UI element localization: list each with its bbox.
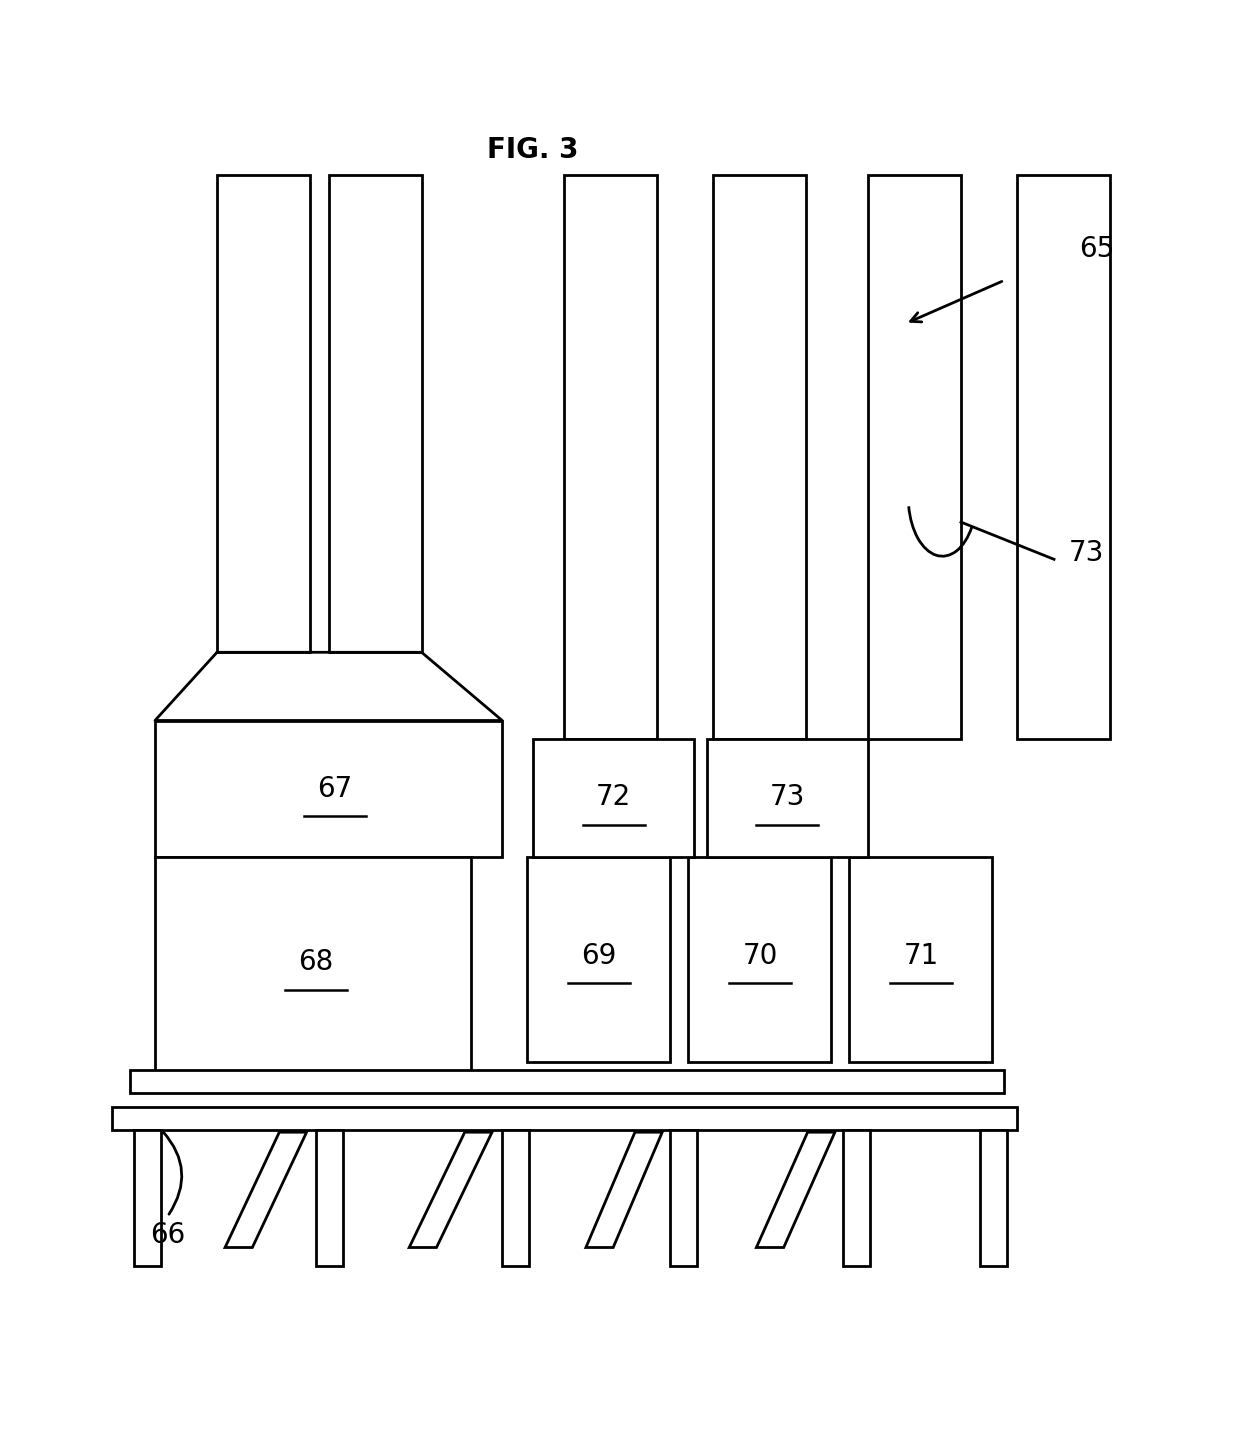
- Bar: [155, 720, 502, 857]
- Text: 67: 67: [317, 775, 352, 803]
- Polygon shape: [409, 1133, 492, 1248]
- Bar: [329, 174, 422, 653]
- Bar: [1017, 174, 1110, 739]
- Bar: [527, 857, 670, 1062]
- Bar: [849, 857, 992, 1062]
- Bar: [688, 857, 831, 1062]
- Bar: [217, 174, 310, 653]
- Text: 72: 72: [596, 784, 631, 811]
- Text: 66: 66: [150, 1221, 185, 1249]
- Text: 71: 71: [904, 942, 939, 970]
- Bar: [134, 1130, 161, 1267]
- Bar: [713, 174, 806, 739]
- Bar: [670, 1130, 697, 1267]
- Bar: [707, 739, 868, 857]
- Bar: [843, 1130, 870, 1267]
- Text: 73: 73: [770, 784, 805, 811]
- Text: 65: 65: [1079, 235, 1114, 264]
- Polygon shape: [587, 1133, 662, 1248]
- Bar: [130, 1071, 1004, 1092]
- Polygon shape: [756, 1133, 835, 1248]
- Bar: [155, 857, 471, 1074]
- Bar: [868, 174, 961, 739]
- Text: FIG. 3: FIG. 3: [487, 135, 579, 164]
- Polygon shape: [226, 1133, 306, 1248]
- Text: 69: 69: [582, 942, 616, 970]
- Text: 73: 73: [1069, 539, 1105, 568]
- Text: 68: 68: [299, 948, 334, 977]
- Bar: [502, 1130, 529, 1267]
- Bar: [316, 1130, 343, 1267]
- Bar: [533, 739, 694, 857]
- Bar: [564, 174, 657, 739]
- Text: 70: 70: [743, 942, 777, 970]
- Bar: [980, 1130, 1007, 1267]
- Bar: [112, 1107, 1017, 1130]
